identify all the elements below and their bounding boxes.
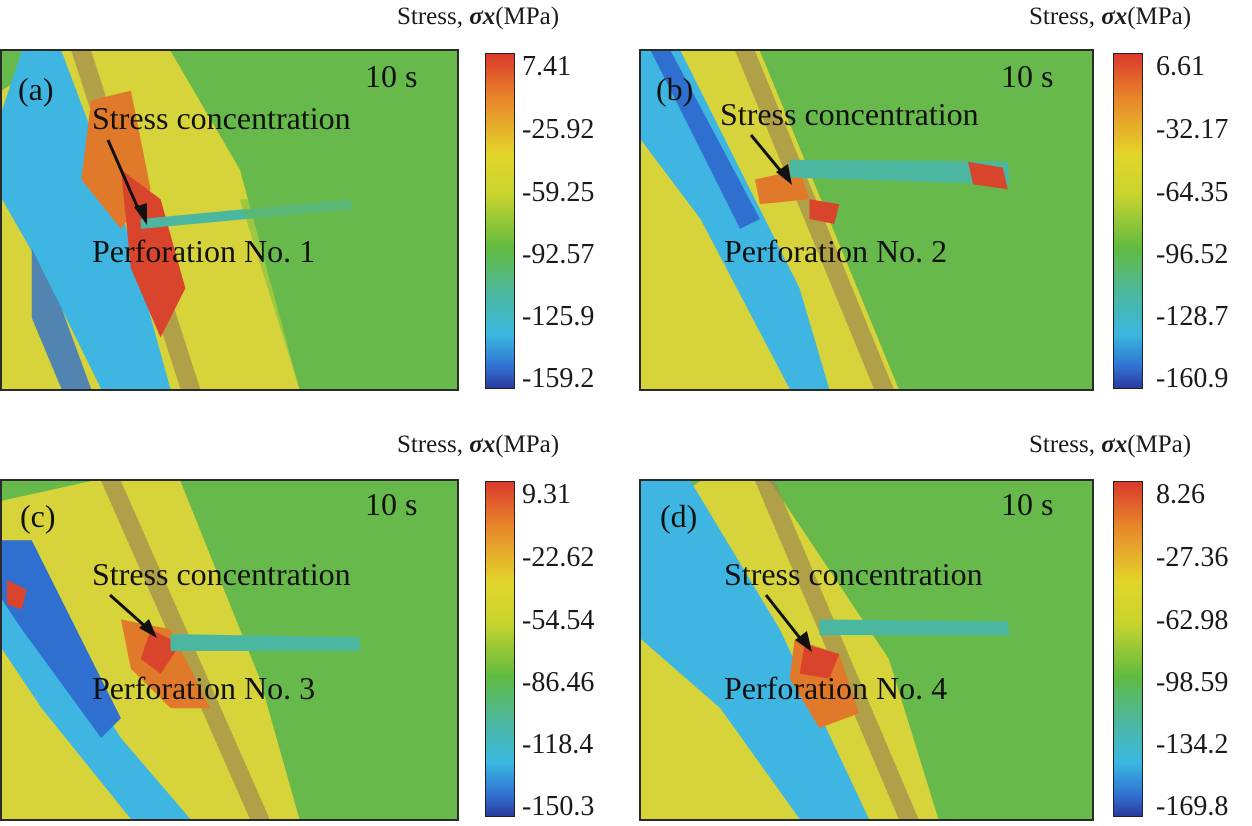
stress-concentration-label: Stress concentration (720, 96, 979, 132)
panel-label: (d) (660, 498, 698, 534)
stress-field-image (639, 49, 1094, 391)
stress-field-image (639, 479, 1094, 821)
title-unit: (MPa) (1127, 431, 1192, 458)
panel-b: Stress, σx(MPa) (b) 10 s Stress concentr… (636, 0, 1252, 413)
contour-plot (2, 481, 457, 819)
sigma-x-symbol: σx (1101, 3, 1128, 30)
perforation-label: Perforation No. 1 (92, 233, 316, 269)
colorbar (485, 481, 515, 817)
title-prefix: Stress, (1029, 3, 1102, 30)
time-label: 10 s (365, 486, 418, 522)
contour-plot (641, 51, 1092, 389)
tick-label: -59.25 (522, 177, 595, 208)
stress-concentration-label: Stress concentration (724, 556, 983, 592)
title-unit: (MPa) (495, 3, 560, 30)
tick-label: -62.98 (1156, 605, 1229, 636)
panel-a: Stress, σx(MPa) (a) 10 s Stress concentr… (0, 0, 626, 413)
colorbar-title: Stress, σx(MPa) (1029, 431, 1191, 459)
tick-label: -150.3 (522, 791, 595, 822)
sigma-x-symbol: σx (469, 431, 496, 458)
perforation-label: Perforation No. 2 (724, 233, 948, 269)
colorbar (1113, 53, 1143, 389)
perforation-label: Perforation No. 3 (92, 670, 316, 706)
tick-label: -134.2 (1156, 729, 1229, 760)
title-prefix: Stress, (397, 431, 470, 458)
annotation-arrow (106, 139, 147, 225)
title-prefix: Stress, (1029, 431, 1102, 458)
title-prefix: Stress, (397, 3, 470, 30)
panel-d: Stress, σx(MPa) (d) 10 s Stress concentr… (636, 413, 1252, 826)
tick-label: -64.35 (1156, 177, 1229, 208)
stress-field-image (0, 479, 459, 821)
time-label: 10 s (1001, 486, 1054, 522)
tick-label: 8.26 (1156, 479, 1205, 510)
tick-label: -86.46 (522, 667, 595, 698)
tick-label: -159.2 (522, 363, 595, 394)
tick-label: -92.57 (522, 239, 595, 270)
tick-label: -96.52 (1156, 239, 1229, 270)
contour-plot (2, 51, 457, 389)
tick-label: -32.17 (1156, 114, 1229, 145)
sigma-x-symbol: σx (469, 3, 496, 30)
colorbar-title: Stress, σx(MPa) (1029, 3, 1191, 31)
tick-label: -22.62 (522, 542, 595, 573)
stress-field-image (0, 49, 459, 391)
tick-label: -128.7 (1156, 301, 1229, 332)
colorbar-title: Stress, σx(MPa) (397, 431, 559, 459)
colorbar (485, 53, 515, 389)
tick-label: 7.41 (522, 51, 571, 82)
time-label: 10 s (1001, 58, 1054, 94)
tick-label: -118.4 (522, 729, 594, 760)
panel-label: (c) (20, 498, 56, 534)
annotation-arrow (109, 593, 157, 638)
time-label: 10 s (365, 58, 418, 94)
perforation-label: Perforation No. 4 (724, 670, 948, 706)
colorbar (1113, 481, 1143, 817)
stress-concentration-label: Stress concentration (92, 100, 351, 136)
annotation-arrow (764, 594, 812, 652)
sigma-x-symbol: σx (1101, 431, 1128, 458)
title-unit: (MPa) (495, 431, 560, 458)
tick-label: -125.9 (522, 301, 595, 332)
title-unit: (MPa) (1127, 3, 1192, 30)
tick-label: 9.31 (522, 479, 571, 510)
annotation-arrow (749, 134, 792, 185)
tick-label: -27.36 (1156, 542, 1229, 573)
tick-label: 6.61 (1156, 51, 1205, 82)
tick-label: -25.92 (522, 114, 595, 145)
colorbar-title: Stress, σx(MPa) (397, 3, 559, 31)
tick-label: -169.8 (1156, 791, 1229, 822)
panel-label: (b) (656, 71, 694, 107)
tick-label: -160.9 (1156, 363, 1229, 394)
panel-c: Stress, σx(MPa) (c) 10 s Stress concentr… (0, 413, 626, 826)
tick-label: -98.59 (1156, 667, 1229, 698)
panel-label: (a) (18, 71, 54, 107)
stress-concentration-label: Stress concentration (92, 556, 351, 592)
tick-label: -54.54 (522, 605, 595, 636)
contour-plot (641, 481, 1092, 819)
